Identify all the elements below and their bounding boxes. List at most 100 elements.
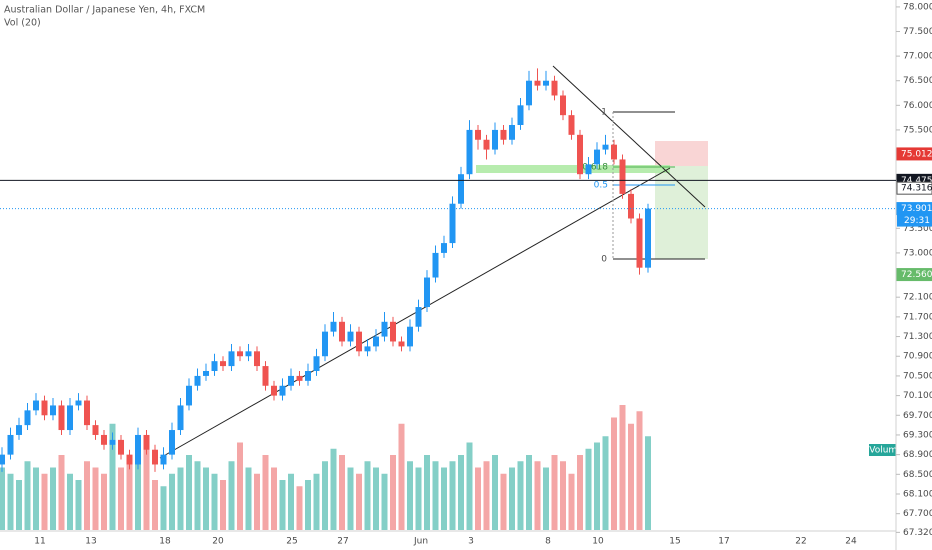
volume-bar <box>458 455 464 530</box>
candle-body <box>534 80 541 86</box>
y-tick-label: 76.000 <box>903 101 932 111</box>
volume-bar <box>24 461 31 530</box>
candle-body <box>619 159 626 194</box>
countdown: 29:31 <box>904 216 930 226</box>
candle-body <box>41 400 48 416</box>
volume-bar <box>628 423 634 530</box>
volume-bar <box>211 473 218 530</box>
candle-body <box>339 321 345 342</box>
volume-bar <box>330 448 337 530</box>
volume-bar <box>313 473 320 530</box>
volume-bar <box>288 473 294 530</box>
y-tick-label: 71.700 <box>903 312 932 322</box>
volume-bar <box>483 461 490 530</box>
candle-body <box>560 95 566 116</box>
fib-label: 0 <box>601 255 607 265</box>
volume-bar <box>322 461 328 530</box>
candle-body <box>466 129 473 175</box>
volume-bar <box>398 423 405 530</box>
candle-body <box>7 434 14 455</box>
volume-bar <box>551 455 558 530</box>
candle-body <box>458 174 464 204</box>
candle-body <box>135 434 141 465</box>
volume-bar <box>364 461 371 530</box>
candle-body <box>475 129 481 140</box>
volume-bar <box>432 461 439 530</box>
volume-bar <box>67 473 73 530</box>
x-tick-label: 15 <box>669 537 680 547</box>
volume-bar <box>245 467 252 530</box>
price-label: 74.475 <box>901 176 932 186</box>
volume-bar <box>356 473 362 530</box>
candle-body <box>288 375 294 386</box>
candle-body <box>441 243 447 253</box>
candle-body <box>186 385 192 406</box>
candle-body <box>432 252 439 278</box>
candle-body <box>58 405 65 431</box>
candle-body <box>109 439 116 445</box>
x-tick-label: 8 <box>545 537 551 547</box>
y-tick-label: 73.500 <box>903 224 932 234</box>
y-tick-label: 68.100 <box>903 490 932 500</box>
price-label: 74.316 <box>901 184 932 194</box>
y-tick-label: 67.700 <box>903 509 932 519</box>
candle-body <box>577 134 583 175</box>
candle-body <box>84 400 90 426</box>
candle-body <box>0 454 5 465</box>
volume-bar <box>305 480 311 530</box>
price-label-box <box>896 181 932 195</box>
candle-body <box>101 434 107 445</box>
volume-bar <box>466 442 473 530</box>
price-label: 75.012 <box>901 149 932 159</box>
candle-body <box>245 351 252 357</box>
y-tick-label: 68.900 <box>903 450 932 460</box>
volume-bar <box>449 461 456 530</box>
y-tick-label: 67.320 <box>903 528 932 538</box>
volume-bar <box>271 467 277 530</box>
x-tick-label: 18 <box>159 537 171 547</box>
candle-body <box>373 336 379 347</box>
volume-bar <box>602 436 609 530</box>
candle-body <box>126 454 133 465</box>
price-label-box <box>896 268 932 282</box>
volume-bar <box>101 473 107 530</box>
y-tick-label: 70.500 <box>903 371 932 381</box>
volume-bar <box>135 461 141 530</box>
volume-bar <box>339 455 345 530</box>
volume-bar <box>237 442 243 530</box>
candle-body <box>262 366 269 386</box>
volume-bar <box>109 423 116 530</box>
volume-bar <box>16 480 22 530</box>
volume-bar <box>262 455 269 530</box>
x-tick-label: 20 <box>212 537 224 547</box>
candle-body <box>483 139 490 150</box>
candle-body <box>194 375 201 386</box>
candle-body <box>526 80 532 106</box>
y-tick-label: 70.100 <box>903 391 932 401</box>
candle-body <box>305 371 311 381</box>
volume-bar <box>347 467 354 530</box>
volume-layer <box>0 405 651 530</box>
price-label-box <box>896 147 932 161</box>
candle-body <box>33 400 39 411</box>
x-tick-label: 22 <box>795 537 806 547</box>
volume-bar <box>517 461 524 530</box>
volume-bar <box>84 461 90 530</box>
x-tick-label: 13 <box>85 537 96 547</box>
trend-line <box>159 167 671 459</box>
volume-badge-label: Volume <box>869 446 903 456</box>
volume-indicator: Vol (20) <box>4 18 41 29</box>
candle-body <box>254 351 260 367</box>
volume-bar <box>7 473 14 530</box>
y-tick-label: 71.300 <box>903 332 932 342</box>
candle-body <box>296 375 303 381</box>
candle-body <box>594 149 600 165</box>
volume-bar <box>424 455 430 530</box>
stop-zone <box>655 141 708 166</box>
volume-bar <box>373 467 379 530</box>
volume-bar <box>75 480 82 530</box>
candle-body <box>645 208 651 268</box>
candle-body <box>381 321 388 337</box>
fib-label: 1 <box>601 108 607 118</box>
volume-bar <box>500 473 507 530</box>
